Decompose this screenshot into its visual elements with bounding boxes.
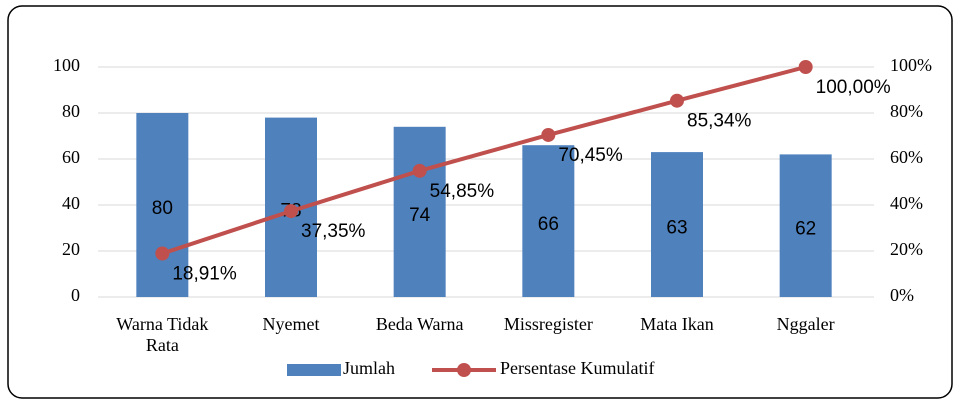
- legend-swatch: [287, 364, 341, 376]
- legend-label: Persentase Kumulatif: [500, 358, 654, 378]
- legend-label: Jumlah: [343, 358, 395, 378]
- y2-tick-label: 80%: [890, 101, 923, 121]
- line: [161, 65, 807, 256]
- line-value-label: 18,91%: [172, 264, 237, 285]
- bar: [136, 113, 189, 297]
- line-marker: [284, 204, 298, 219]
- bar: [522, 145, 575, 297]
- line-value-label: 70,45%: [558, 145, 623, 166]
- y2-tick-label: 60%: [890, 147, 923, 167]
- bar: [393, 126, 446, 297]
- legend-marker: [457, 363, 471, 377]
- y-tick-label: 20: [62, 239, 80, 259]
- line-marker: [670, 93, 684, 108]
- y-tick-label: 60: [62, 147, 80, 167]
- y2-tick-label: 0%: [890, 285, 914, 305]
- y-tick-label: 80: [62, 101, 80, 121]
- bar-value-label: 74: [409, 205, 431, 226]
- x-tick-label: Beda Warna: [375, 314, 464, 334]
- x-tick-label: Missregister: [503, 314, 593, 334]
- y2-tick-label: 20%: [890, 239, 923, 259]
- y-tick-label: 40: [62, 193, 80, 213]
- line-value-label: 37,35%: [301, 221, 366, 242]
- bar-value-label: 63: [666, 218, 687, 239]
- bar: [779, 154, 832, 297]
- line-value-label: 54,85%: [430, 181, 495, 202]
- bar-value-label: 66: [538, 214, 559, 235]
- y-tick-label: 0: [71, 285, 80, 305]
- x-tick-label: Mata Ikan: [640, 314, 714, 334]
- line-marker: [412, 163, 427, 178]
- line-marker: [541, 127, 556, 142]
- x-tick-label: Nyemet: [262, 314, 320, 334]
- x-tick-label: Nggaler: [776, 314, 835, 334]
- line-value-label: 85,34%: [687, 111, 752, 132]
- y-tick-label: 100: [53, 55, 80, 75]
- line-marker: [798, 60, 813, 74]
- line-marker: [155, 246, 170, 261]
- line-value-label: 100,00%: [816, 77, 891, 98]
- y2-tick-label: 100%: [890, 55, 932, 75]
- y2-tick-label: 40%: [890, 193, 923, 213]
- bar: [651, 152, 703, 297]
- bar-value-label: 80: [152, 198, 173, 219]
- frame: [7, 5, 953, 399]
- x-tick-label: Warna Tidak Rata: [116, 314, 209, 355]
- bar-value-label: 62: [795, 219, 816, 240]
